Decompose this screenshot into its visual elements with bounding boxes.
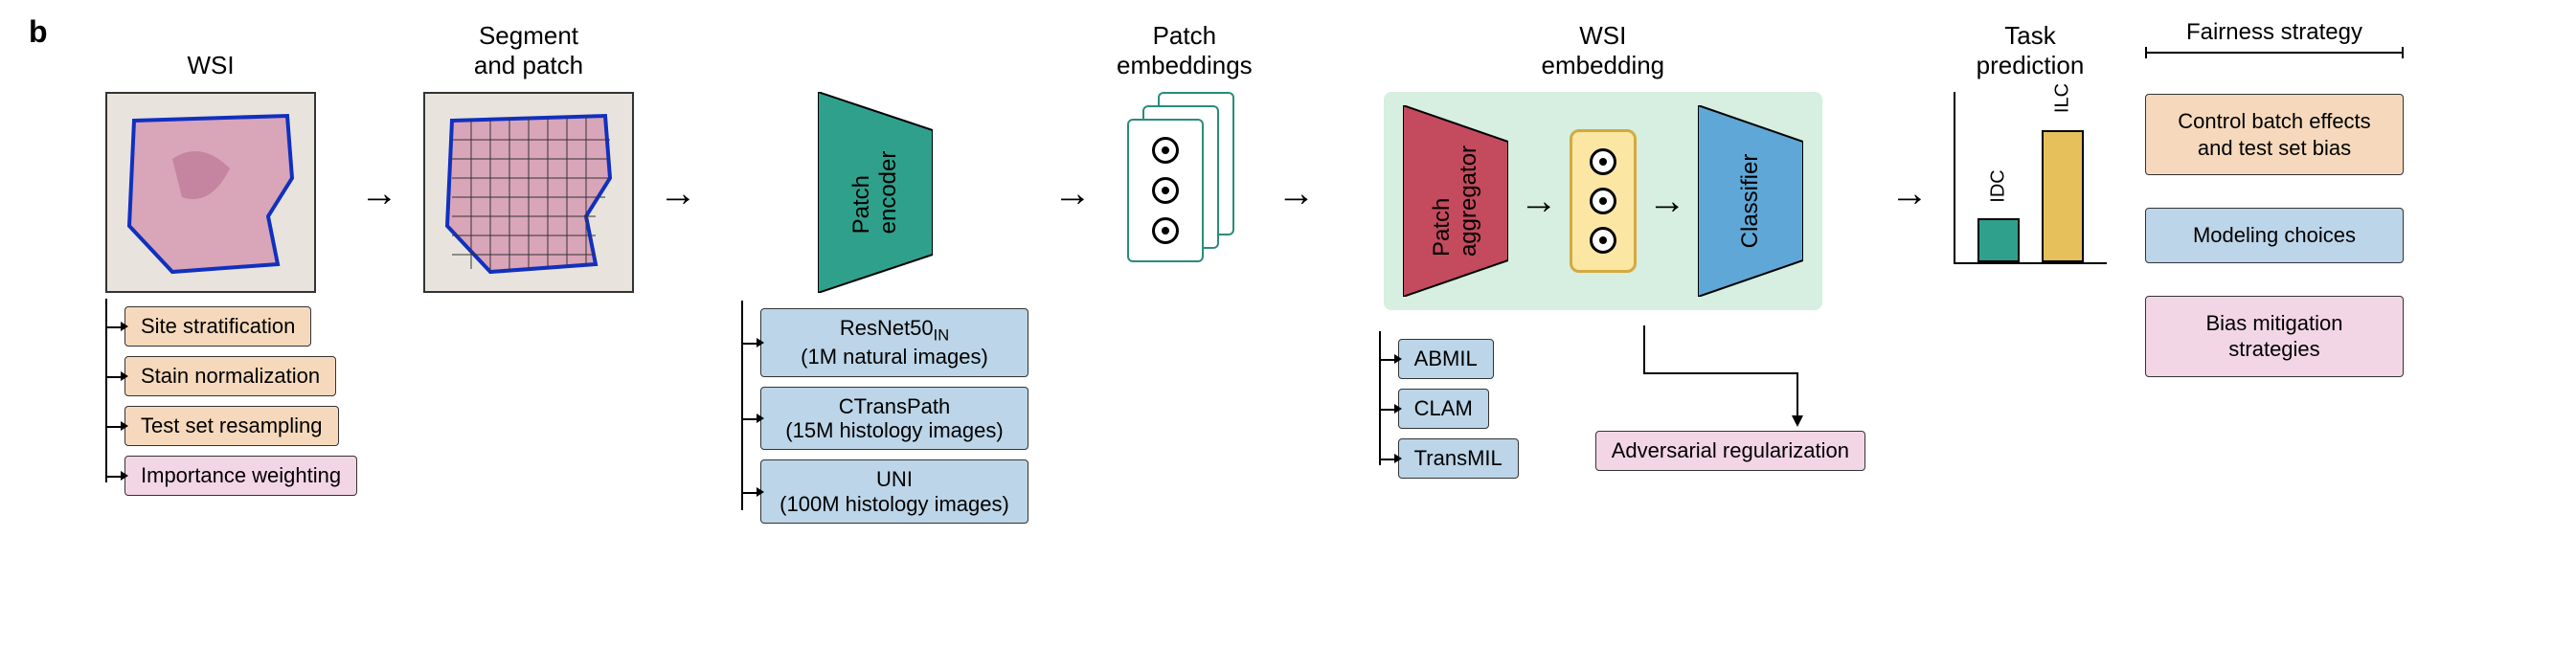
encoder-opt-1-label: CTransPath(15M histology images)	[760, 387, 1028, 451]
wsi-branch-1-label: Stain normalization	[124, 356, 336, 396]
encoder-opt-2-label: UNI(100M histology images)	[760, 459, 1028, 524]
legend-column: Fairness strategy Control batch effects …	[2145, 19, 2404, 377]
legend-item-0: Control batch effects and test set bias	[2145, 94, 2404, 175]
stage-title-wsi: WSI	[187, 19, 234, 80]
aggregate-highlight: Patch aggregator → → Classifier	[1384, 92, 1822, 310]
aggregator-branch-list: ABMIL CLAM TransMIL	[1360, 339, 1519, 479]
task-bar-1-label: ILC	[2052, 83, 2074, 113]
agg-opt-2-label: TransMIL	[1398, 438, 1519, 479]
arrow-icon: →	[1520, 180, 1558, 223]
arrow-icon: →	[659, 172, 697, 215]
stage-title-wsiemb: WSI embedding	[1541, 19, 1664, 80]
patch-aggregator: Patch aggregator	[1403, 105, 1508, 297]
legend-item-1: Modeling choices	[2145, 208, 2404, 263]
arrow-icon: →	[1053, 172, 1092, 215]
stage-title-task: Task prediction	[1977, 19, 2085, 80]
wsi-branch-0-label: Site stratification	[124, 306, 311, 347]
patch-embeddings-icon	[1127, 92, 1242, 264]
encoder-branch-list: ResNet50IN (1M natural images) CTransPat…	[722, 308, 1028, 524]
arrow-icon: →	[1277, 172, 1316, 215]
patch-aggregator-label: Patch aggregator	[1429, 145, 1482, 257]
pipeline-row: WSI Site stratification Stain normalizat…	[86, 19, 2547, 524]
adv-reg-block: Adversarial regularization	[1595, 325, 1865, 471]
wsi-branch-3: Importance weighting	[124, 456, 357, 496]
classifier: Classifier	[1698, 105, 1803, 297]
arrow-icon: →	[360, 172, 398, 215]
task-bar-0-label: IDC	[1988, 169, 2010, 202]
segmented-tissue-icon	[433, 101, 624, 283]
wsi-branch-0: Site stratification	[124, 306, 311, 347]
agg-opt-0-label: ABMIL	[1398, 339, 1494, 379]
wsi-image	[105, 92, 316, 293]
stage-title-patchemb: Patch embeddings	[1117, 19, 1253, 80]
patch-encoder: Patch encoder	[818, 92, 933, 293]
wsi-branch-list: Site stratification Stain normalization …	[86, 306, 335, 496]
classifier-label: Classifier	[1737, 154, 1764, 249]
arrow-icon: →	[1890, 172, 1929, 215]
stage-encoder: Patch encoder ResNet50IN (1M natural ima…	[722, 19, 1028, 524]
legend-item-2: Bias mitigation strategies	[2145, 296, 2404, 377]
agg-opt-1-label: CLAM	[1398, 389, 1489, 429]
stage-aggregate: WSI embedding Patch aggregator → → Class…	[1341, 19, 1865, 479]
wsi-branch-3-label: Importance weighting	[124, 456, 357, 496]
segmented-image	[423, 92, 634, 293]
wsi-embedding-icon	[1570, 129, 1637, 273]
encoder-opt-0: ResNet50IN (1M natural images)	[760, 308, 1028, 377]
panel-label: b	[29, 14, 48, 50]
arrow-icon: →	[1648, 180, 1686, 223]
adv-reg-label: Adversarial regularization	[1595, 431, 1865, 471]
stage-title-segment: Segment and patch	[474, 19, 583, 80]
wsi-branch-1: Stain normalization	[124, 356, 336, 396]
stage-segment: Segment and patch	[423, 19, 634, 293]
agg-opt-0: ABMIL	[1398, 339, 1494, 379]
adv-reg-arrow-icon	[1635, 325, 1826, 431]
encoder-opt-0-label: ResNet50IN (1M natural images)	[760, 308, 1028, 377]
legend-title: Fairness strategy	[2145, 19, 2404, 61]
encoder-opt-1: CTransPath(15M histology images)	[760, 387, 1028, 451]
task-bar-1: ILC	[2042, 130, 2084, 262]
stage-patch-emb: Patch embeddings	[1117, 19, 1253, 264]
wsi-tissue-icon	[115, 101, 306, 283]
wsi-branch-2-label: Test set resampling	[124, 406, 339, 446]
task-bar-0: IDC	[1977, 218, 2020, 262]
agg-opt-1: CLAM	[1398, 389, 1489, 429]
wsi-branch-2: Test set resampling	[124, 406, 339, 446]
stage-wsi: WSI Site stratification Stain normalizat…	[86, 19, 335, 496]
task-bar-chart: IDC ILC	[1954, 92, 2107, 264]
stage-task: Task prediction IDC ILC	[1954, 19, 2107, 264]
agg-opt-2: TransMIL	[1398, 438, 1519, 479]
encoder-opt-2: UNI(100M histology images)	[760, 459, 1028, 524]
patch-encoder-label: Patch encoder	[848, 151, 902, 235]
